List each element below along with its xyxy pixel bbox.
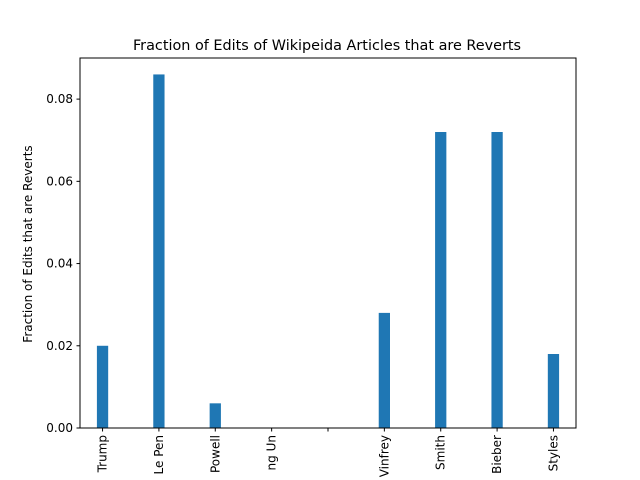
x-tick-label-7: Bieber — [490, 435, 504, 474]
y-tick-label-1: 0.02 — [46, 339, 73, 353]
y-tick-label-3: 0.06 — [46, 174, 73, 188]
bars-group — [96, 74, 560, 428]
bar-1 — [153, 74, 165, 428]
x-axis: Trump Le Pen Powell ng Un Vinfrey Smith Bieber… — [96, 428, 560, 477]
y-axis-label: Fraction of Edits that are Reverts — [21, 145, 35, 342]
bar-2 — [209, 403, 221, 428]
y-tick-label-4: 0.08 — [46, 92, 73, 106]
x-tick-label-0: Trump — [96, 435, 110, 473]
x-tick-label-1: Le Pen — [152, 435, 166, 474]
y-axis: 0.00 0.02 0.04 0.06 0.08 — [46, 92, 80, 435]
x-tick-label-6: Smith — [434, 435, 448, 470]
x-tick-label-2: Powell — [208, 435, 222, 473]
x-tick-label-3: ng Un — [265, 435, 279, 470]
bar-8 — [547, 354, 560, 428]
y-tick-label-2: 0.04 — [46, 257, 73, 271]
bar-5 — [378, 312, 390, 428]
y-tick-label-0: 0.00 — [46, 421, 73, 435]
x-tick-label-5: Vinfrey — [377, 435, 391, 477]
bar-7 — [491, 132, 503, 428]
plot-frame — [79, 57, 577, 429]
chart-title: Fraction of Edits of Wikipeida Articles … — [133, 38, 521, 54]
x-tick-label-8: Styles — [546, 435, 560, 471]
bar-6 — [435, 132, 447, 428]
bar-0 — [96, 345, 109, 428]
